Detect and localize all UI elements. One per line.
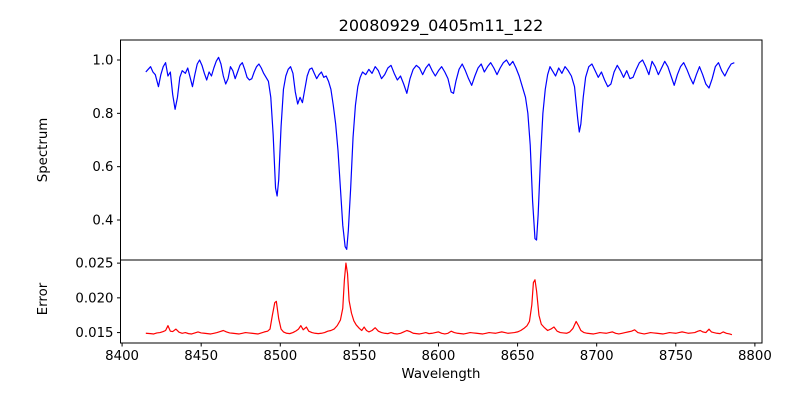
bottom-panel-frame [120, 259, 763, 344]
x-tick-label: 8400 [105, 349, 139, 364]
x-tick-label: 8600 [422, 349, 456, 364]
y-tick-label: 0.6 [92, 160, 113, 175]
y-tick-label: 0.8 [92, 107, 113, 122]
y-tick-label: 0.015 [75, 326, 113, 341]
x-tick-label: 8450 [184, 349, 218, 364]
y-tick-label: 0.025 [75, 257, 113, 272]
x-tick-label: 8750 [659, 349, 693, 364]
x-tick-label: 8700 [580, 349, 614, 364]
y-axis-label-spectrum: Spectrum [36, 118, 51, 182]
x-tick-label: 8800 [738, 349, 772, 364]
y-tick-label: 0.020 [75, 291, 113, 306]
x-axis-label-wavelength: Wavelength [402, 367, 481, 382]
top-panel-frame [120, 39, 763, 261]
x-tick-label: 8550 [342, 349, 376, 364]
x-tick-label: 8650 [501, 349, 535, 364]
error-panel: 0.015 0.020 0.025 8400 8450 8500 8550 8600 8650 8… [75, 257, 771, 364]
chart-title: 20080929_0405m11_122 [339, 16, 544, 36]
y-tick-label: 0.4 [92, 214, 113, 229]
y-tick-label: 1.0 [92, 54, 113, 69]
spectrum-panel: 0.4 0.6 0.8 1.0 [92, 39, 763, 261]
spectrum-line [145, 56, 735, 250]
error-line [145, 262, 733, 336]
x-tick-label: 8500 [263, 349, 297, 364]
y-axis-label-error: Error [36, 282, 51, 315]
